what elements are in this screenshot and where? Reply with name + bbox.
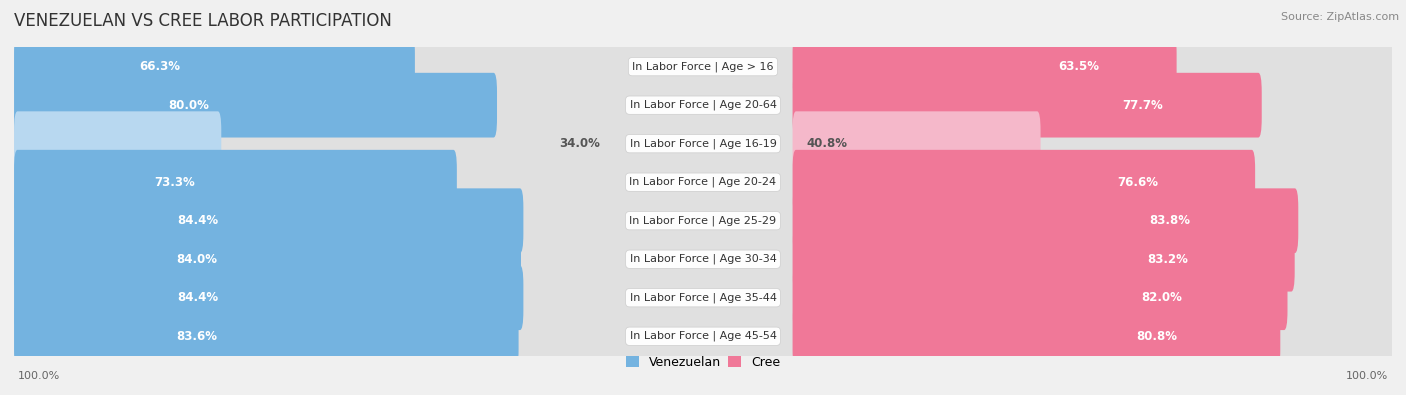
Text: 80.0%: 80.0%: [169, 99, 209, 112]
FancyBboxPatch shape: [793, 304, 1281, 369]
FancyBboxPatch shape: [14, 265, 523, 330]
Text: Source: ZipAtlas.com: Source: ZipAtlas.com: [1281, 12, 1399, 22]
Text: In Labor Force | Age 16-19: In Labor Force | Age 16-19: [630, 138, 776, 149]
FancyBboxPatch shape: [793, 150, 1256, 214]
Text: 84.4%: 84.4%: [177, 214, 218, 227]
Text: 84.0%: 84.0%: [177, 253, 218, 266]
Text: In Labor Force | Age > 16: In Labor Force | Age > 16: [633, 61, 773, 72]
Text: VENEZUELAN VS CREE LABOR PARTICIPATION: VENEZUELAN VS CREE LABOR PARTICIPATION: [14, 12, 392, 30]
Text: 66.3%: 66.3%: [139, 60, 180, 73]
FancyBboxPatch shape: [793, 265, 1288, 330]
Text: 34.0%: 34.0%: [558, 137, 599, 150]
FancyBboxPatch shape: [14, 64, 1392, 147]
FancyBboxPatch shape: [14, 227, 522, 292]
Text: In Labor Force | Age 30-34: In Labor Force | Age 30-34: [630, 254, 776, 265]
FancyBboxPatch shape: [14, 111, 221, 176]
FancyBboxPatch shape: [14, 150, 457, 214]
FancyBboxPatch shape: [14, 179, 1392, 262]
FancyBboxPatch shape: [793, 188, 1298, 253]
Text: 40.8%: 40.8%: [807, 137, 848, 150]
Text: 83.2%: 83.2%: [1147, 253, 1188, 266]
FancyBboxPatch shape: [793, 73, 1261, 137]
Text: In Labor Force | Age 25-29: In Labor Force | Age 25-29: [630, 215, 776, 226]
Text: In Labor Force | Age 20-24: In Labor Force | Age 20-24: [630, 177, 776, 188]
Text: 80.8%: 80.8%: [1136, 330, 1177, 343]
Text: In Labor Force | Age 20-64: In Labor Force | Age 20-64: [630, 100, 776, 111]
Text: 77.7%: 77.7%: [1122, 99, 1163, 112]
FancyBboxPatch shape: [14, 295, 1392, 378]
FancyBboxPatch shape: [14, 34, 415, 99]
Text: 73.3%: 73.3%: [155, 176, 195, 189]
FancyBboxPatch shape: [14, 188, 523, 253]
Text: 84.4%: 84.4%: [177, 291, 218, 304]
FancyBboxPatch shape: [14, 102, 1392, 185]
FancyBboxPatch shape: [793, 111, 1040, 176]
Text: 76.6%: 76.6%: [1118, 176, 1159, 189]
FancyBboxPatch shape: [14, 73, 496, 137]
Text: In Labor Force | Age 45-54: In Labor Force | Age 45-54: [630, 331, 776, 342]
FancyBboxPatch shape: [14, 256, 1392, 339]
Text: 82.0%: 82.0%: [1142, 291, 1182, 304]
Text: 100.0%: 100.0%: [17, 371, 59, 381]
FancyBboxPatch shape: [14, 141, 1392, 224]
Text: 100.0%: 100.0%: [1347, 371, 1389, 381]
Text: In Labor Force | Age 35-44: In Labor Force | Age 35-44: [630, 292, 776, 303]
Text: 63.5%: 63.5%: [1059, 60, 1099, 73]
FancyBboxPatch shape: [14, 218, 1392, 301]
FancyBboxPatch shape: [793, 34, 1177, 99]
FancyBboxPatch shape: [14, 25, 1392, 108]
FancyBboxPatch shape: [14, 304, 519, 369]
Text: 83.8%: 83.8%: [1150, 214, 1191, 227]
FancyBboxPatch shape: [793, 227, 1295, 292]
Text: 83.6%: 83.6%: [176, 330, 217, 343]
Legend: Venezuelan, Cree: Venezuelan, Cree: [621, 351, 785, 374]
